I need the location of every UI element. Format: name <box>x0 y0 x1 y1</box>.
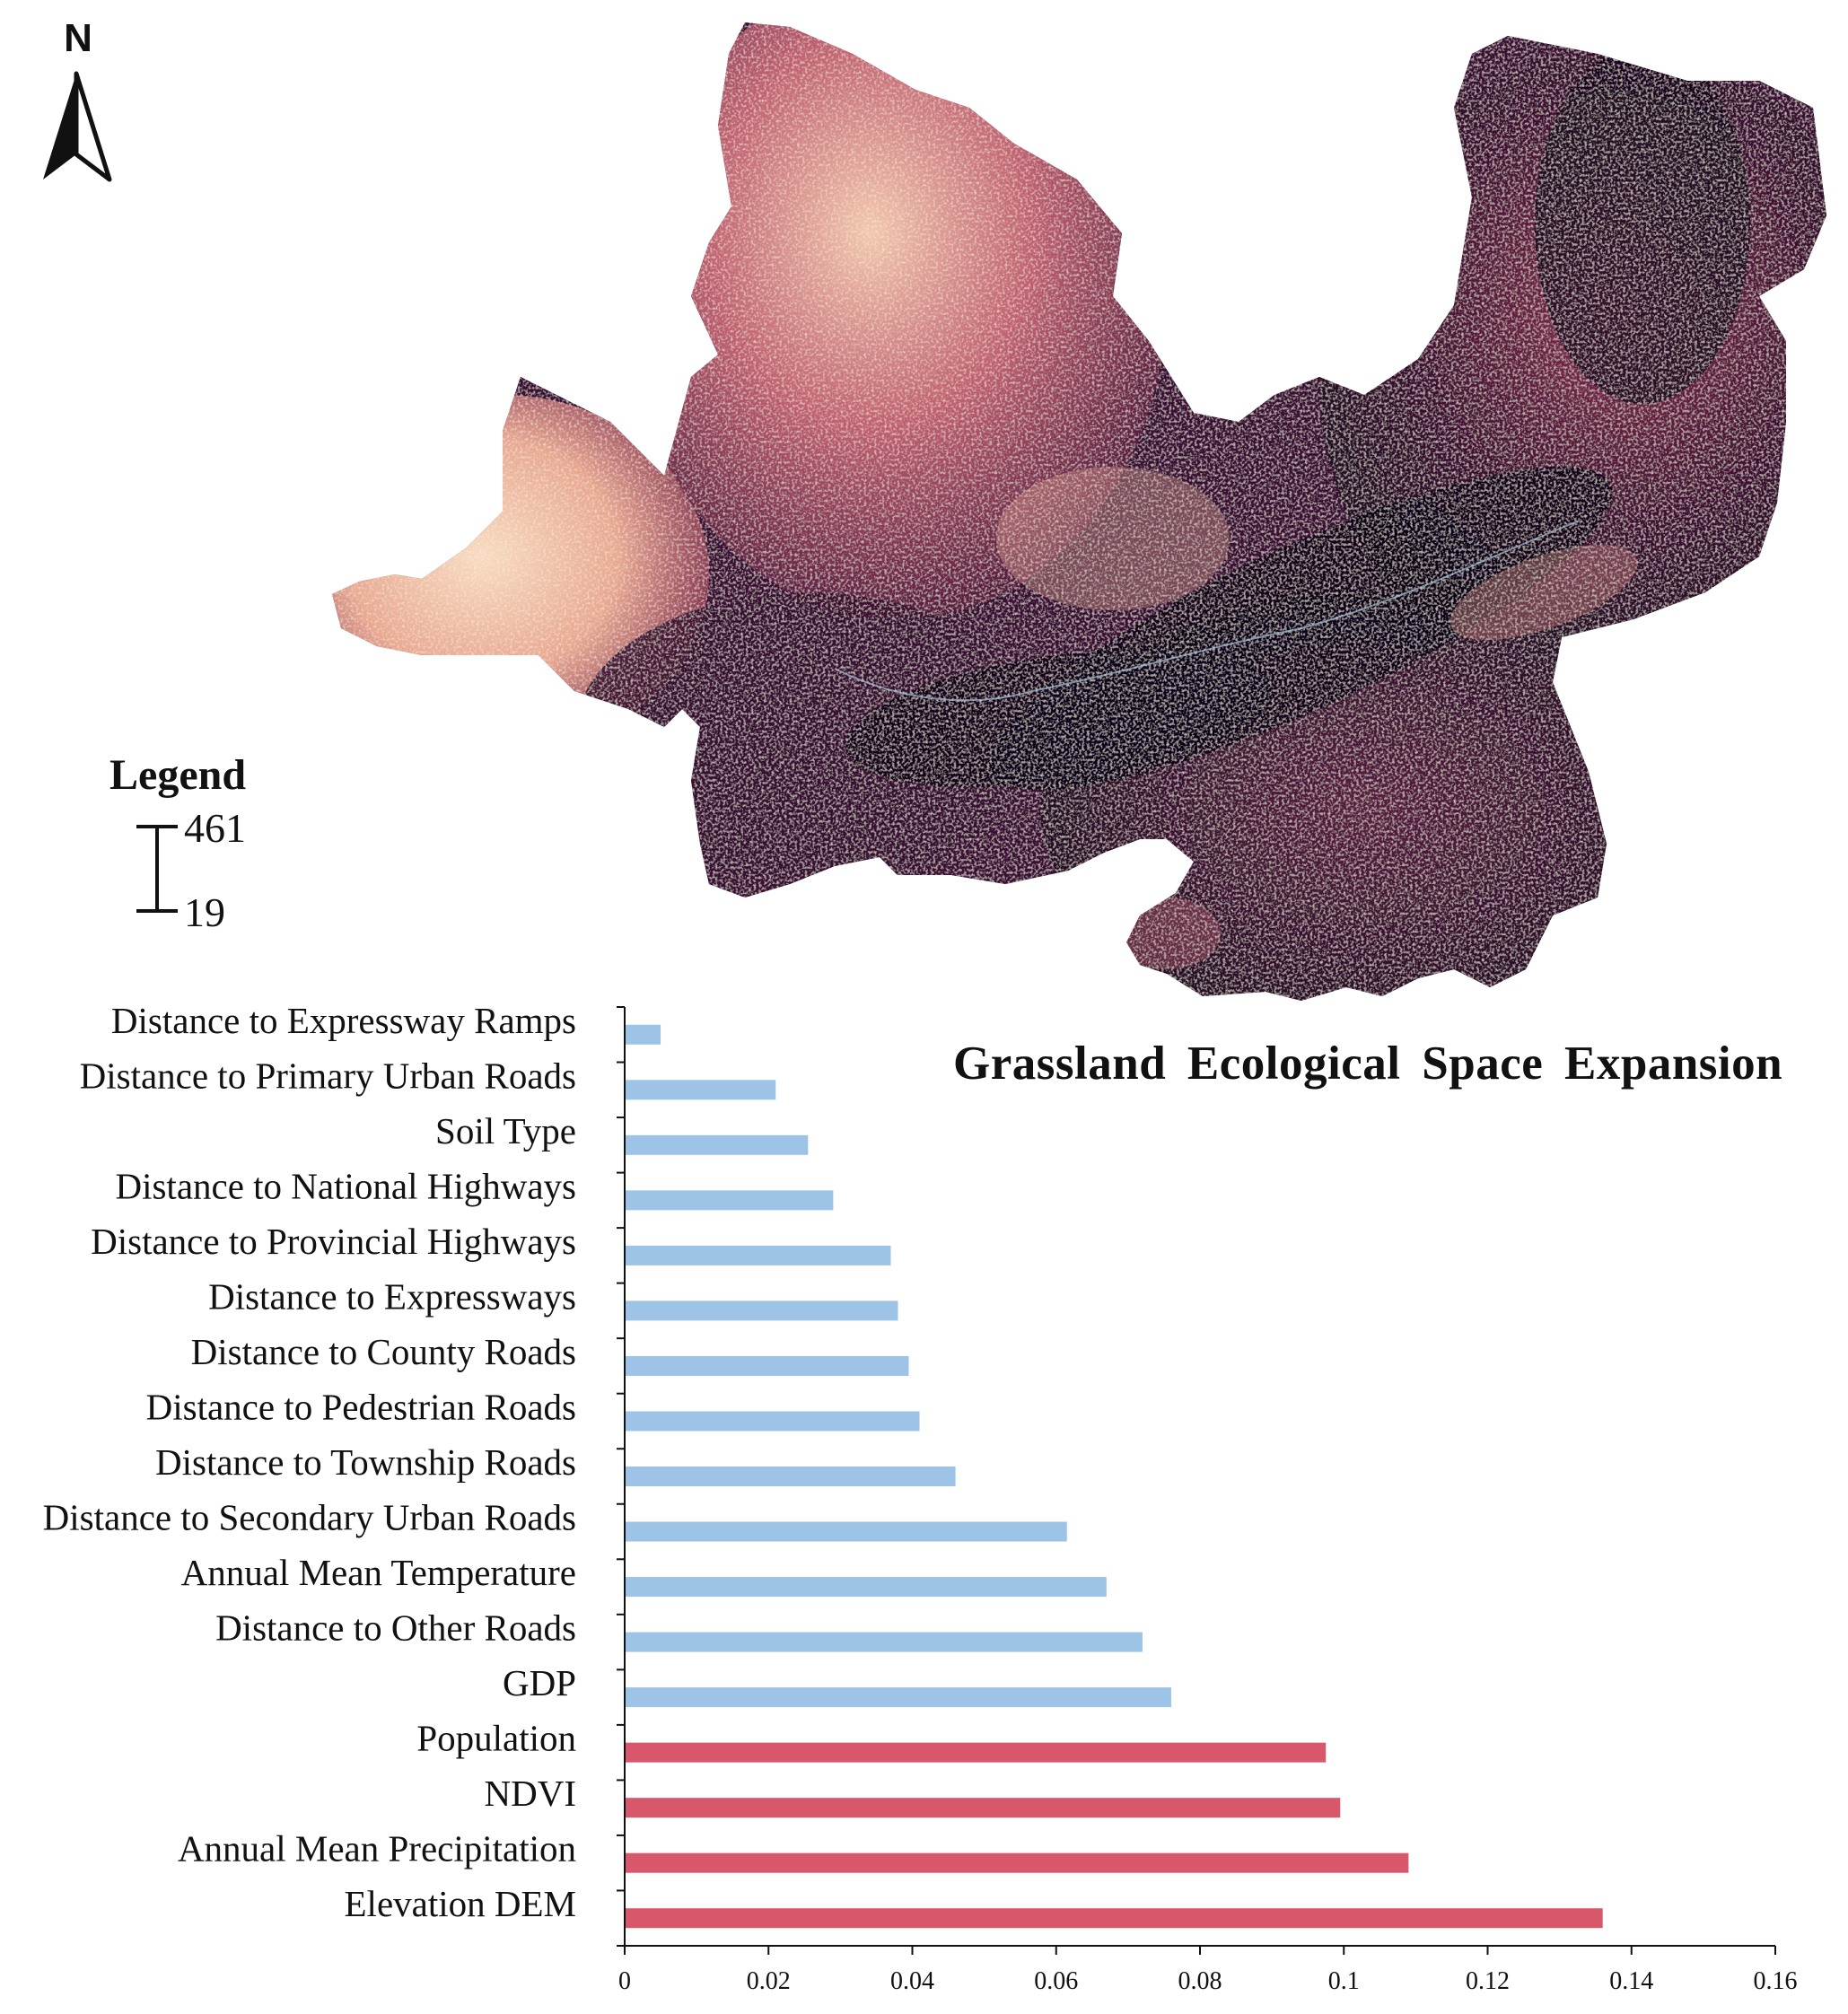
category-label: Distance to Pedestrian Roads <box>146 1386 576 1427</box>
category-label: Distance to Township Roads <box>155 1441 576 1483</box>
bar-distance-to-secondary-urban-roads <box>626 1521 1067 1542</box>
category-label: Soil Type <box>435 1110 576 1151</box>
bar-distance-to-expressways <box>626 1300 898 1321</box>
legend-max-value: 461 <box>184 805 246 851</box>
bar-elevation-dem <box>626 1908 1603 1929</box>
x-tick-label: 0 <box>618 1967 631 1995</box>
category-label: Distance to Provincial Highways <box>91 1221 576 1262</box>
x-tick-label: 0.06 <box>1034 1967 1078 1995</box>
bar-distance-to-county-roads <box>626 1355 909 1376</box>
chart-category-labels: Distance to Expressway Ramps Distance to … <box>43 1000 576 1924</box>
category-label: Distance to Expressway Ramps <box>111 1000 576 1041</box>
category-label: Distance to County Roads <box>191 1331 576 1372</box>
x-tick-label: 0.02 <box>747 1967 791 1995</box>
category-label: Annual Mean Temperature <box>181 1552 576 1593</box>
x-tick-label: 0.1 <box>1328 1967 1360 1995</box>
bar-distance-to-pedestrian-roads <box>626 1411 920 1432</box>
x-tick-label: 0.12 <box>1466 1967 1510 1995</box>
x-tick-label: 0.14 <box>1609 1967 1653 1995</box>
bar-ndvi <box>626 1798 1341 1818</box>
x-tick-label: 0.08 <box>1178 1967 1222 1995</box>
category-label: Distance to Primary Urban Roads <box>80 1055 576 1096</box>
importance-bar-chart: Distance to Expressway Ramps Distance to … <box>43 1000 1798 1995</box>
bar-soil-type <box>626 1134 809 1155</box>
category-label: Elevation DEM <box>345 1883 576 1924</box>
legend-min-value: 19 <box>184 889 225 935</box>
category-label: Population <box>416 1718 576 1759</box>
x-tick-label: 0.04 <box>890 1967 934 1995</box>
grassland-map <box>332 22 1826 1001</box>
category-label: NDVI <box>485 1773 576 1814</box>
x-tick-label: 0.16 <box>1754 1967 1798 1995</box>
legend-title: Legend <box>109 751 247 799</box>
category-label: Distance to Expressways <box>208 1275 576 1317</box>
bar-distance-to-primary-urban-roads <box>626 1080 776 1100</box>
legend-scale-bar <box>136 825 178 913</box>
category-label: Annual Mean Precipitation <box>178 1828 576 1870</box>
category-label: Distance to Other Roads <box>215 1607 576 1649</box>
north-arrow-icon <box>43 71 112 182</box>
bar-gdp <box>626 1687 1171 1708</box>
category-label: Distance to Secondary Urban Roads <box>43 1497 576 1538</box>
bar-distance-to-other-roads <box>626 1632 1143 1652</box>
north-label: N <box>64 16 92 60</box>
chart-bars <box>626 1024 1603 1929</box>
category-label: Distance to National Highways <box>115 1165 576 1206</box>
chart-x-ticks: 0 0.02 0.04 0.06 0.08 0.1 0.12 0.14 0.16 <box>618 1946 1798 1995</box>
bar-distance-to-national-highways <box>626 1190 834 1211</box>
bar-distance-to-expressway-ramps <box>626 1024 661 1045</box>
bar-distance-to-provincial-highways <box>626 1245 891 1265</box>
bar-distance-to-township-roads <box>626 1467 956 1486</box>
bar-annual-mean-temperature <box>626 1577 1107 1598</box>
category-label: GDP <box>503 1662 576 1703</box>
bar-annual-mean-precipitation <box>626 1852 1409 1873</box>
chart-title: Grassland Ecological Space Expansion <box>953 1038 1783 1090</box>
bar-population <box>626 1742 1327 1763</box>
